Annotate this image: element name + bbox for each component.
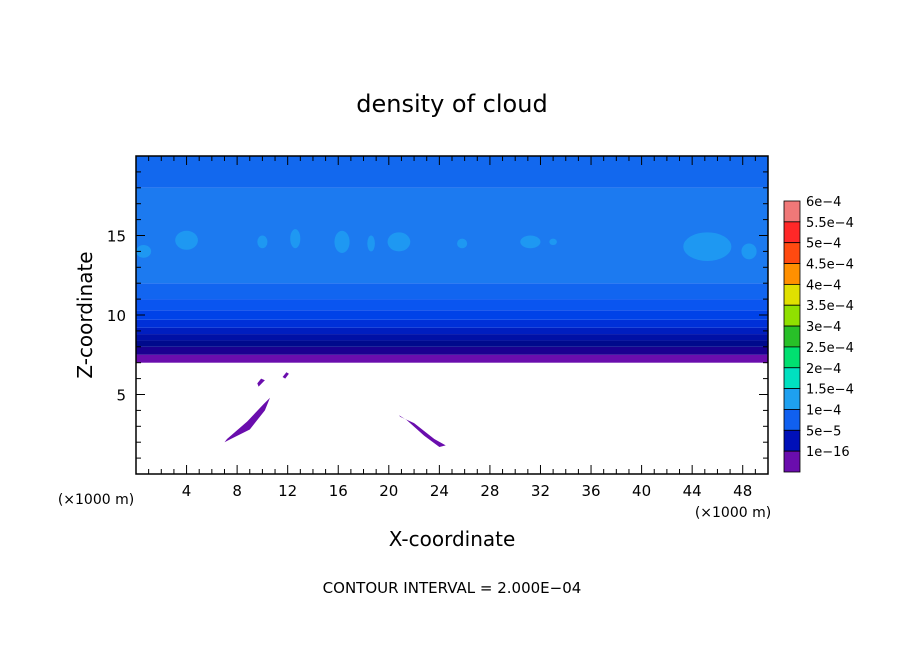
legend-swatch xyxy=(783,367,801,390)
light-patch-7 xyxy=(520,235,541,249)
x-tick-label: 28 xyxy=(480,482,499,500)
light-density-patches xyxy=(136,229,757,261)
y-tick-label: 5 xyxy=(116,387,126,405)
legend-label: 1.5e−4 xyxy=(806,383,854,398)
x-tick-label: 8 xyxy=(232,482,242,500)
density-band-2 xyxy=(136,340,768,347)
legend-swatch xyxy=(783,283,801,306)
color-legend: 6e−4 5.5e−4 5e−4 4.5e−4 4e−4 3.5e−4 3e−4 2.5e−4… xyxy=(783,195,854,473)
legend-swatch xyxy=(783,429,801,452)
legend-label: 4e−4 xyxy=(806,278,841,293)
density-bands xyxy=(136,156,768,363)
low-cloud-patch-1 xyxy=(398,415,446,447)
legend-label: 2e−4 xyxy=(806,362,841,377)
light-patch-1 xyxy=(257,235,268,249)
legend-swatch xyxy=(783,242,801,264)
x-axis-label: X-coordinate xyxy=(389,527,516,551)
x-tick-label: 24 xyxy=(430,482,449,500)
density-band-6 xyxy=(136,310,768,320)
density-band-3 xyxy=(136,334,768,341)
low-cloud-patch-2 xyxy=(257,378,265,387)
y-tick-label: 10 xyxy=(107,307,126,325)
x-unit-right: (×1000 m) xyxy=(695,505,771,521)
x-tick-label: 12 xyxy=(278,482,297,500)
light-patch-9 xyxy=(683,232,732,261)
legend-swatch xyxy=(783,200,801,223)
x-axis-ticks: 4 8 12 16 20 24 28 32 36 40 44 48 xyxy=(148,156,756,500)
legend-swatch xyxy=(783,263,801,285)
legend-label: 3e−4 xyxy=(806,320,841,335)
x-tick-label: 20 xyxy=(379,482,398,500)
chart-title: density of cloud xyxy=(356,90,547,118)
legend-swatch xyxy=(783,388,801,410)
legend-label: 3.5e−4 xyxy=(806,299,854,314)
light-patch-5 xyxy=(387,232,411,252)
light-patch-11 xyxy=(136,245,152,258)
low-cloud-patch-0 xyxy=(224,397,270,443)
light-patch-0 xyxy=(175,230,198,250)
light-patch-3 xyxy=(334,230,350,253)
legend-label: 6e−4 xyxy=(806,195,841,210)
legend-swatch xyxy=(783,346,801,369)
legend-label: 5e−5 xyxy=(806,424,841,439)
legend-label: 1e−16 xyxy=(806,445,850,460)
legend-label: 1e−4 xyxy=(806,403,841,418)
density-band-10 xyxy=(136,156,768,188)
density-band-7 xyxy=(136,299,768,311)
x-tick-label: 36 xyxy=(581,482,600,500)
density-band-5 xyxy=(136,319,768,328)
legend-label: 2.5e−4 xyxy=(806,341,854,356)
density-band-1 xyxy=(136,346,768,355)
x-tick-label: 48 xyxy=(733,482,752,500)
contour-interval-footer: CONTOUR INTERVAL = 2.000E−04 xyxy=(323,579,582,597)
light-patch-4 xyxy=(367,235,375,252)
density-band-0 xyxy=(136,354,768,363)
low-cloud-patches xyxy=(224,372,446,447)
light-patch-10 xyxy=(741,243,757,260)
legend-swatch xyxy=(783,304,801,327)
legend-swatch xyxy=(783,450,801,473)
x-unit-left: (×1000 m) xyxy=(58,492,134,508)
light-patch-2 xyxy=(290,229,301,249)
density-band-8 xyxy=(136,283,768,300)
density-band-4 xyxy=(136,327,768,335)
low-cloud-patch-3 xyxy=(282,372,289,379)
legend-label: 5.5e−4 xyxy=(806,216,854,231)
light-patch-8 xyxy=(549,238,557,246)
y-axis-label: Z-coordinate xyxy=(73,251,97,378)
y-tick-label: 15 xyxy=(107,228,126,246)
light-patch-6 xyxy=(457,238,468,249)
legend-swatch xyxy=(783,409,801,431)
y-axis-ticks: 5 10 15 xyxy=(107,171,768,459)
legend-label: 4.5e−4 xyxy=(806,258,854,273)
x-tick-label: 32 xyxy=(531,482,550,500)
x-tick-label: 40 xyxy=(632,482,651,500)
x-tick-label: 16 xyxy=(329,482,348,500)
legend-swatch xyxy=(783,325,801,348)
legend-swatch xyxy=(783,221,801,244)
density-band-9 xyxy=(136,187,768,284)
legend-label: 5e−4 xyxy=(806,237,841,252)
x-tick-label: 44 xyxy=(683,482,702,500)
x-tick-label: 4 xyxy=(182,482,192,500)
